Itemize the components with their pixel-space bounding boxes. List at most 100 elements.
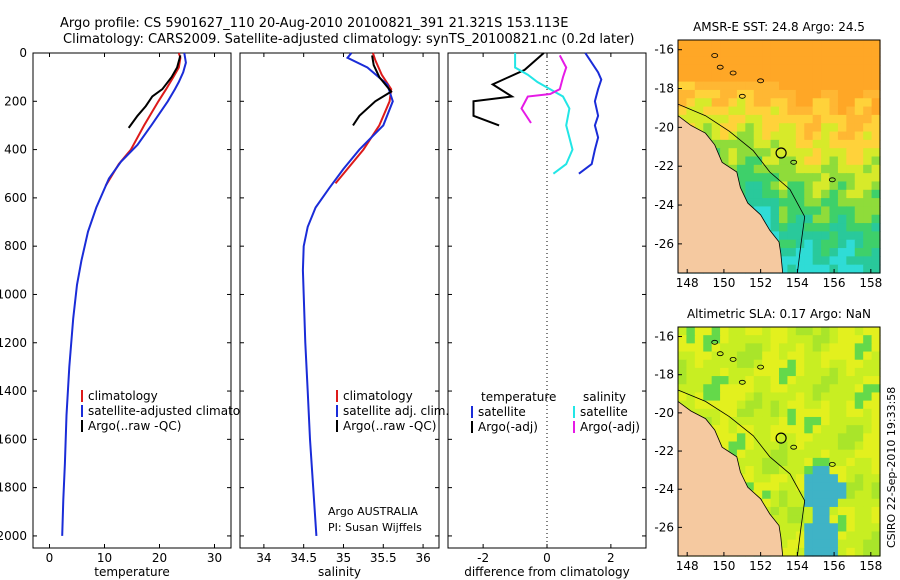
map-cell	[854, 123, 864, 133]
map-cell	[711, 416, 721, 426]
map-cell	[829, 198, 839, 208]
title-line-2: Climatology: CARS2009. Satellite-adjuste…	[63, 32, 635, 47]
map-frame	[677, 39, 881, 274]
map-cell	[812, 81, 822, 91]
map-cell	[863, 343, 873, 353]
map-cell	[753, 367, 763, 377]
map-cell	[846, 384, 856, 394]
map-cell	[720, 416, 730, 426]
map-cell	[795, 449, 805, 459]
map-cell	[787, 400, 797, 410]
map-cell	[770, 351, 780, 361]
map-cell	[846, 56, 856, 66]
series-line-cyan	[514, 53, 574, 175]
map-cell	[821, 89, 831, 99]
map-cell	[821, 457, 831, 467]
map-cell	[812, 441, 822, 451]
map-cell	[745, 392, 755, 402]
map-cell	[863, 441, 873, 451]
map-cell	[736, 408, 746, 418]
map-cell	[871, 223, 881, 232]
map-cell	[736, 400, 746, 410]
map-cell	[871, 181, 881, 191]
map-cell	[762, 400, 772, 410]
map-cell	[703, 343, 713, 353]
map-cell	[829, 114, 839, 124]
map-cell	[829, 98, 839, 108]
map-cell	[871, 539, 881, 549]
map-cell	[812, 343, 822, 353]
map-cell	[812, 449, 822, 459]
map-cell	[736, 433, 746, 443]
map-cell	[837, 433, 847, 443]
map-cell	[863, 131, 873, 141]
map-cell	[821, 173, 831, 183]
map-cell	[753, 343, 763, 353]
map-cell	[812, 384, 822, 394]
map-cell	[837, 214, 847, 224]
map-cell	[745, 457, 755, 467]
map-cell	[821, 40, 831, 49]
map-cell	[812, 547, 822, 557]
map-cell	[779, 498, 789, 508]
map-cell	[787, 416, 797, 426]
coastline-land	[677, 400, 784, 557]
map-cell	[821, 490, 831, 500]
map-cell	[762, 89, 772, 99]
map-cell	[720, 106, 730, 116]
map-cell	[821, 264, 831, 274]
map-cell	[753, 466, 763, 475]
map-cell	[779, 89, 789, 99]
map-cell	[812, 264, 822, 274]
map-cell	[795, 425, 805, 434]
map-cell	[787, 457, 797, 467]
institution-label: Argo AUSTRALIA	[328, 505, 418, 518]
map-cell	[804, 89, 814, 99]
map-cell	[829, 73, 839, 83]
map-cell	[846, 131, 856, 141]
map-cell	[854, 106, 864, 116]
map-cell	[871, 189, 881, 199]
map-cell	[812, 416, 822, 426]
map-cell	[829, 181, 839, 191]
y-tick-label: 2000	[0, 529, 27, 543]
map-cell	[694, 98, 704, 108]
map-cell	[812, 482, 822, 492]
map-cell	[804, 181, 814, 191]
map-cell	[812, 89, 822, 99]
map-cell	[829, 223, 839, 232]
map-cell	[720, 131, 730, 141]
map-cell	[720, 343, 730, 353]
map-cell	[829, 392, 839, 402]
map-cell	[678, 359, 688, 369]
map-cell	[863, 206, 873, 216]
map-cell	[837, 89, 847, 99]
map-cell	[753, 425, 763, 434]
map-y-tick-label: -26	[654, 237, 674, 251]
map-cell	[762, 139, 772, 149]
map-cell	[736, 106, 746, 116]
map-cell	[795, 123, 805, 133]
map-cell	[795, 189, 805, 199]
map-cell	[846, 466, 856, 475]
map-cell	[787, 367, 797, 377]
map-cell	[863, 433, 873, 443]
map-cell	[837, 515, 847, 524]
map-cell	[787, 48, 797, 58]
map-cell	[686, 64, 696, 74]
map-cell	[804, 490, 814, 500]
map-cell	[745, 156, 755, 166]
map-cell	[762, 474, 772, 483]
map-cell	[863, 40, 873, 49]
map-cell	[871, 408, 881, 418]
map-cell	[812, 351, 822, 361]
map-cell	[762, 148, 772, 158]
map-cell	[804, 408, 814, 418]
map-cell	[745, 189, 755, 199]
map-cell	[694, 64, 704, 74]
map-cell	[728, 425, 738, 434]
series-line-magenta	[520, 54, 568, 124]
map-cell	[804, 343, 814, 353]
map-cell	[745, 343, 755, 353]
map-cell	[837, 164, 847, 174]
